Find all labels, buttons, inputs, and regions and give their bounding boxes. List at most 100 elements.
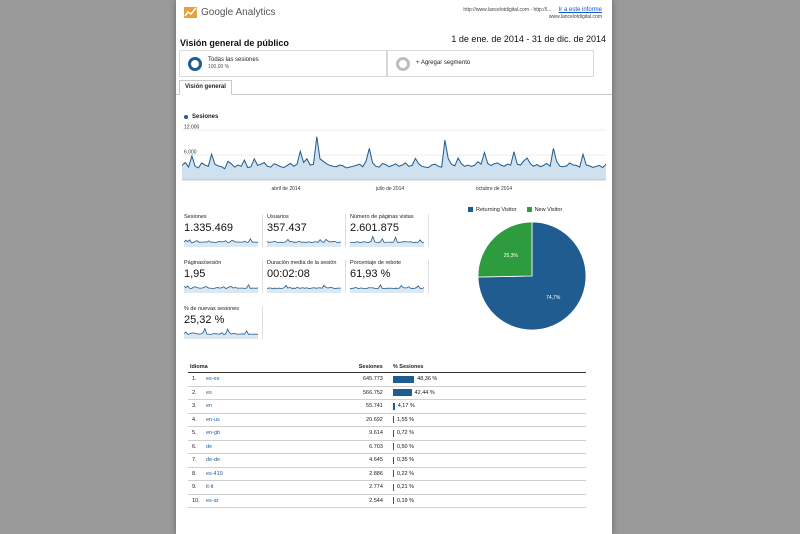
pct-value: 0,35 % [396,457,414,464]
pct-value: 0,72 % [396,430,414,437]
pie-legend: Returning Visitor New Visitor [468,207,562,213]
sparkline-line [184,283,258,289]
app-name: Google Analytics [201,7,276,18]
analytics-logo-icon [184,7,197,18]
pct-cell: 0,19 % [384,494,586,508]
x-tick-label: julio de 2014 [375,186,405,192]
metric-label: Páginas/sesión [184,260,222,266]
tab-overview[interactable]: Visión general [179,80,232,95]
metric-value: 00:02:08 [267,268,310,280]
pie-slice-label: 74,7% [546,295,561,301]
column-header-language[interactable]: Idioma [188,362,281,373]
table-row: 4. en-us 20.692 1,55 % [188,413,586,427]
language-link[interactable]: es-ar [204,494,281,508]
table-row: 3. en 55.741 4,17 % [188,399,586,414]
metric-label: Sesiones [184,214,207,220]
sessions-value: 9.614 [280,426,385,441]
language-link[interactable]: de [204,440,281,454]
sparkline-line [350,235,424,244]
metric-label: % de nuevas sesiones [184,306,240,312]
language-link[interactable]: en [204,399,281,414]
sessions-value: 55.741 [280,399,385,414]
row-index: 3. [188,399,204,414]
column-header-pct[interactable]: % Sesiones [384,362,586,373]
pct-bar [392,416,394,424]
sparkline-line [350,283,424,290]
sparkline-area [184,238,258,247]
sessions-value: 2.774 [280,480,385,495]
site-url: http://www.lancelotdigital.com - http://… [463,7,552,13]
report-page: Google Analytics http://www.lancelotdigi… [176,0,612,534]
row-index: 8. [188,467,204,481]
row-index: 4. [188,413,204,427]
legend-returning: Returning Visitor [468,207,517,213]
x-tick-label: octubre de 2014 [476,186,512,192]
sparkline-area [267,239,341,247]
segment-all-sessions[interactable]: Todas las sesiones 100,00 % [179,50,387,77]
x-tick-label: abril de 2014 [272,186,301,192]
report-link[interactable]: Ir a este informe [558,7,602,13]
add-segment-button[interactable]: + Agregar segmento [387,50,594,77]
pct-bar [392,375,415,383]
metric-sparkline [184,237,258,247]
google-analytics-logo: Google Analytics [184,7,276,18]
pct-cell: 4,17 % [384,399,586,414]
date-range-selector[interactable]: 1 de ene. de 2014 - 31 de dic. de 2014 [451,34,606,44]
pct-value: 42,44 % [414,389,435,396]
metric-label: Duración media de la sesión [267,260,337,266]
table-row: 6. de 6.703 0,50 % [188,440,586,454]
pct-bar [392,497,394,505]
pct-bar [392,456,394,464]
pct-cell: 42,44 % [384,386,586,400]
pie-slice-label: 25,3% [504,253,519,259]
language-link[interactable]: en-gb [204,426,281,441]
site-info: http://www.lancelotdigital.com - http://… [463,7,602,21]
legend-dot-icon [184,115,188,119]
metric-pages-per-session: Páginas/sesión 1,95 [184,260,263,293]
sparkline-line [184,327,258,335]
metric-value: 1,95 [184,268,206,280]
metric-label: Usuarios [267,214,289,220]
table-row: 10. es-ar 2.544 0,19 % [188,494,586,508]
sessions-value: 6.703 [280,440,385,454]
metric-label: Número de páginas vistas [350,214,414,220]
legend-new: New Visitor [526,207,562,213]
metric-value: 357.437 [267,222,307,234]
language-link[interactable]: en-us [204,413,281,427]
language-link[interactable]: es-419 [204,467,281,481]
language-link[interactable]: de-de [204,453,281,468]
row-index: 1. [188,372,204,387]
sessions-value: 2.886 [280,467,385,481]
pct-value: 48,36 % [417,376,438,383]
metric-sparkline [350,235,424,247]
metric-sparkline [267,238,341,247]
table-row: 9. it-it 2.774 0,21 % [188,480,586,495]
pct-bar [392,443,394,451]
pct-value: 1,55 % [396,416,414,423]
language-link[interactable]: es [204,386,281,400]
pct-value: 0,50 % [396,443,414,450]
column-header-sessions[interactable]: Sesiones [280,362,385,373]
sessions-line [182,136,606,170]
y-tick-label: 12.000 [184,125,200,131]
table-header-row: Idioma Sesiones % Sesiones [188,362,586,373]
sparkline-line [267,284,341,290]
metric-sparkline [184,283,258,293]
table-row: 7. de-de 4.645 0,35 % [188,453,586,468]
sessions-value: 2.544 [280,494,385,508]
tab-bar: Visión general [176,80,612,95]
metric-pageviews: Número de páginas vistas 2.601.875 [350,214,429,247]
metric-value: 1.335.469 [184,222,233,234]
metric-users: Usuarios 357.437 [267,214,346,247]
metric-sparkline [184,327,258,339]
row-index: 5. [188,426,204,441]
segment-name: Todas las sesiones [208,57,259,63]
metric-sparkline [267,284,341,293]
language-table: Idioma Sesiones % Sesiones 1. es-es 645.77… [188,362,586,508]
pie-slice-1[interactable] [477,221,533,278]
pct-cell: 0,21 % [384,480,586,495]
language-link[interactable]: es-es [204,372,281,387]
language-link[interactable]: it-it [204,480,281,495]
metric-label: Porcentaje de rebote [350,260,402,266]
sparkline-area [350,284,424,293]
